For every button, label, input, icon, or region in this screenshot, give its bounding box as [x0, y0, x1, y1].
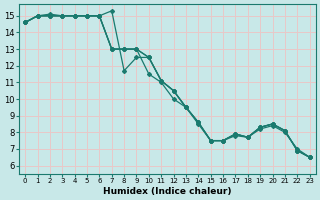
- X-axis label: Humidex (Indice chaleur): Humidex (Indice chaleur): [103, 187, 232, 196]
